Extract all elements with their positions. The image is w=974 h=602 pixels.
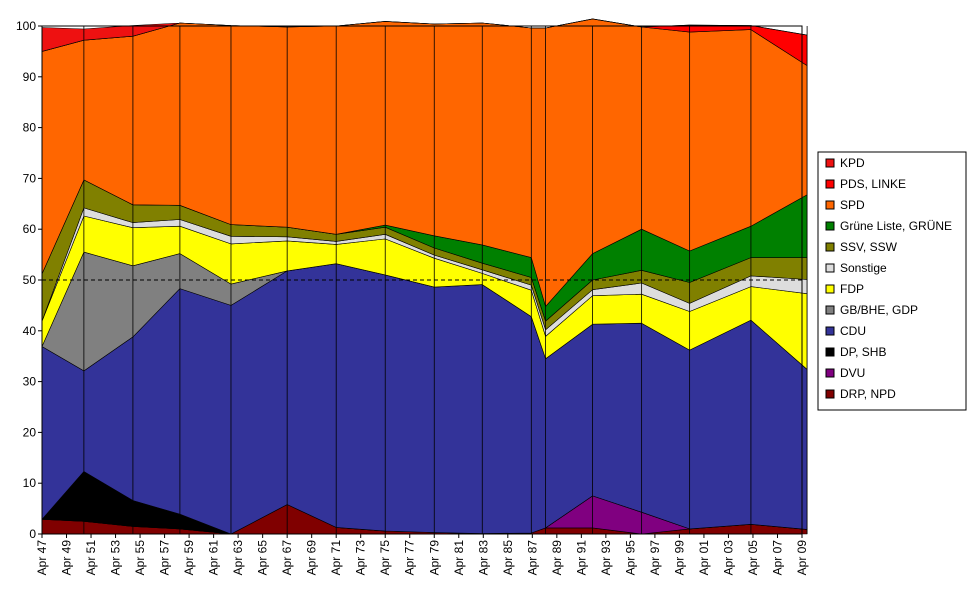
y-tick-label: 80 (23, 121, 37, 135)
legend-label: KPD (840, 156, 865, 170)
legend-swatch (825, 263, 835, 273)
x-tick-label: Apr 73 (354, 540, 368, 576)
x-tick-label: Apr 83 (476, 540, 490, 576)
x-tick-label: Apr 85 (501, 540, 515, 576)
legend-swatch (825, 242, 835, 252)
x-tick-label: Apr 99 (672, 540, 686, 576)
y-tick-label: 20 (23, 425, 37, 439)
y-tick-label: 10 (23, 476, 37, 490)
legend: KPD PDS, LINKE SPD Grüne Liste, GRÜNE SSV, S… (817, 151, 967, 411)
x-tick-label: Apr 69 (305, 540, 319, 576)
y-tick-label: 50 (23, 273, 37, 287)
y-tick-label: 100 (16, 19, 36, 33)
x-tick-label: Apr 59 (182, 540, 196, 576)
legend-label: Sonstige (840, 261, 887, 275)
legend-swatch (825, 221, 835, 231)
x-tick-label: Apr 05 (746, 540, 760, 576)
x-tick-label: Apr 63 (231, 540, 245, 576)
y-tick-label: 90 (23, 70, 37, 84)
y-tick-label: 60 (23, 222, 37, 236)
legend-label: GB/BHE, GDP (840, 303, 918, 317)
legend-label: DRP, NPD (840, 387, 896, 401)
x-tick-label: Apr 81 (452, 540, 466, 576)
series-areas (41, 18, 808, 535)
x-tick-label: Apr 71 (329, 540, 343, 576)
x-tick-label: Apr 07 (770, 540, 784, 576)
legend-swatch (825, 200, 835, 210)
x-tick-label: Apr 53 (109, 540, 123, 576)
x-tick-label: Apr 03 (721, 540, 735, 576)
x-tick-label: Apr 79 (427, 540, 441, 576)
x-tick-label: Apr 67 (280, 540, 294, 576)
x-tick-label: Apr 95 (623, 540, 637, 576)
y-tick-label: 70 (23, 171, 37, 185)
x-tick-label: Apr 09 (795, 540, 809, 576)
legend-label: Grüne Liste, GRÜNE (840, 219, 952, 233)
x-tick-label: Apr 61 (207, 540, 221, 576)
legend-label: DVU (840, 366, 865, 380)
x-tick-label: Apr 93 (599, 540, 613, 576)
x-tick-label: Apr 51 (84, 540, 98, 576)
x-axis: Apr 47 Apr 49 Apr 51 Apr 53 Apr 55 Apr 57 Apr … (35, 534, 809, 575)
legend-label: SSV, SSW (840, 240, 898, 254)
y-tick-label: 0 (29, 527, 36, 541)
legend-swatch (825, 347, 835, 357)
legend-label: CDU (840, 324, 866, 338)
legend-swatch (825, 284, 835, 294)
legend-swatch (825, 326, 835, 336)
x-tick-label: Apr 57 (158, 540, 172, 576)
x-tick-label: Apr 89 (550, 540, 564, 576)
x-tick-label: Apr 01 (697, 540, 711, 576)
y-tick-label: 30 (23, 375, 37, 389)
legend-swatch (825, 179, 835, 189)
x-tick-label: Apr 75 (378, 540, 392, 576)
legend-box (817, 151, 967, 411)
y-axis: 0 10 20 30 40 50 60 70 80 90 100 (16, 19, 42, 541)
legend-swatch (825, 158, 835, 168)
legend-swatch (825, 389, 835, 399)
x-tick-label: Apr 97 (648, 540, 662, 576)
x-tick-label: Apr 87 (525, 540, 539, 576)
y-tick-label: 40 (23, 324, 37, 338)
legend-swatch (825, 305, 835, 315)
x-tick-label: Apr 77 (403, 540, 417, 576)
x-tick-label: Apr 47 (35, 540, 49, 576)
x-tick-label: Apr 65 (256, 540, 270, 576)
legend-label: SPD (840, 198, 865, 212)
legend-label: DP, SHB (840, 345, 886, 359)
x-tick-label: Apr 49 (60, 540, 74, 576)
legend-swatch (825, 368, 835, 378)
x-tick-label: Apr 55 (133, 540, 147, 576)
x-tick-label: Apr 91 (574, 540, 588, 576)
legend-label: FDP (840, 282, 864, 296)
legend-label: PDS, LINKE (840, 177, 906, 191)
